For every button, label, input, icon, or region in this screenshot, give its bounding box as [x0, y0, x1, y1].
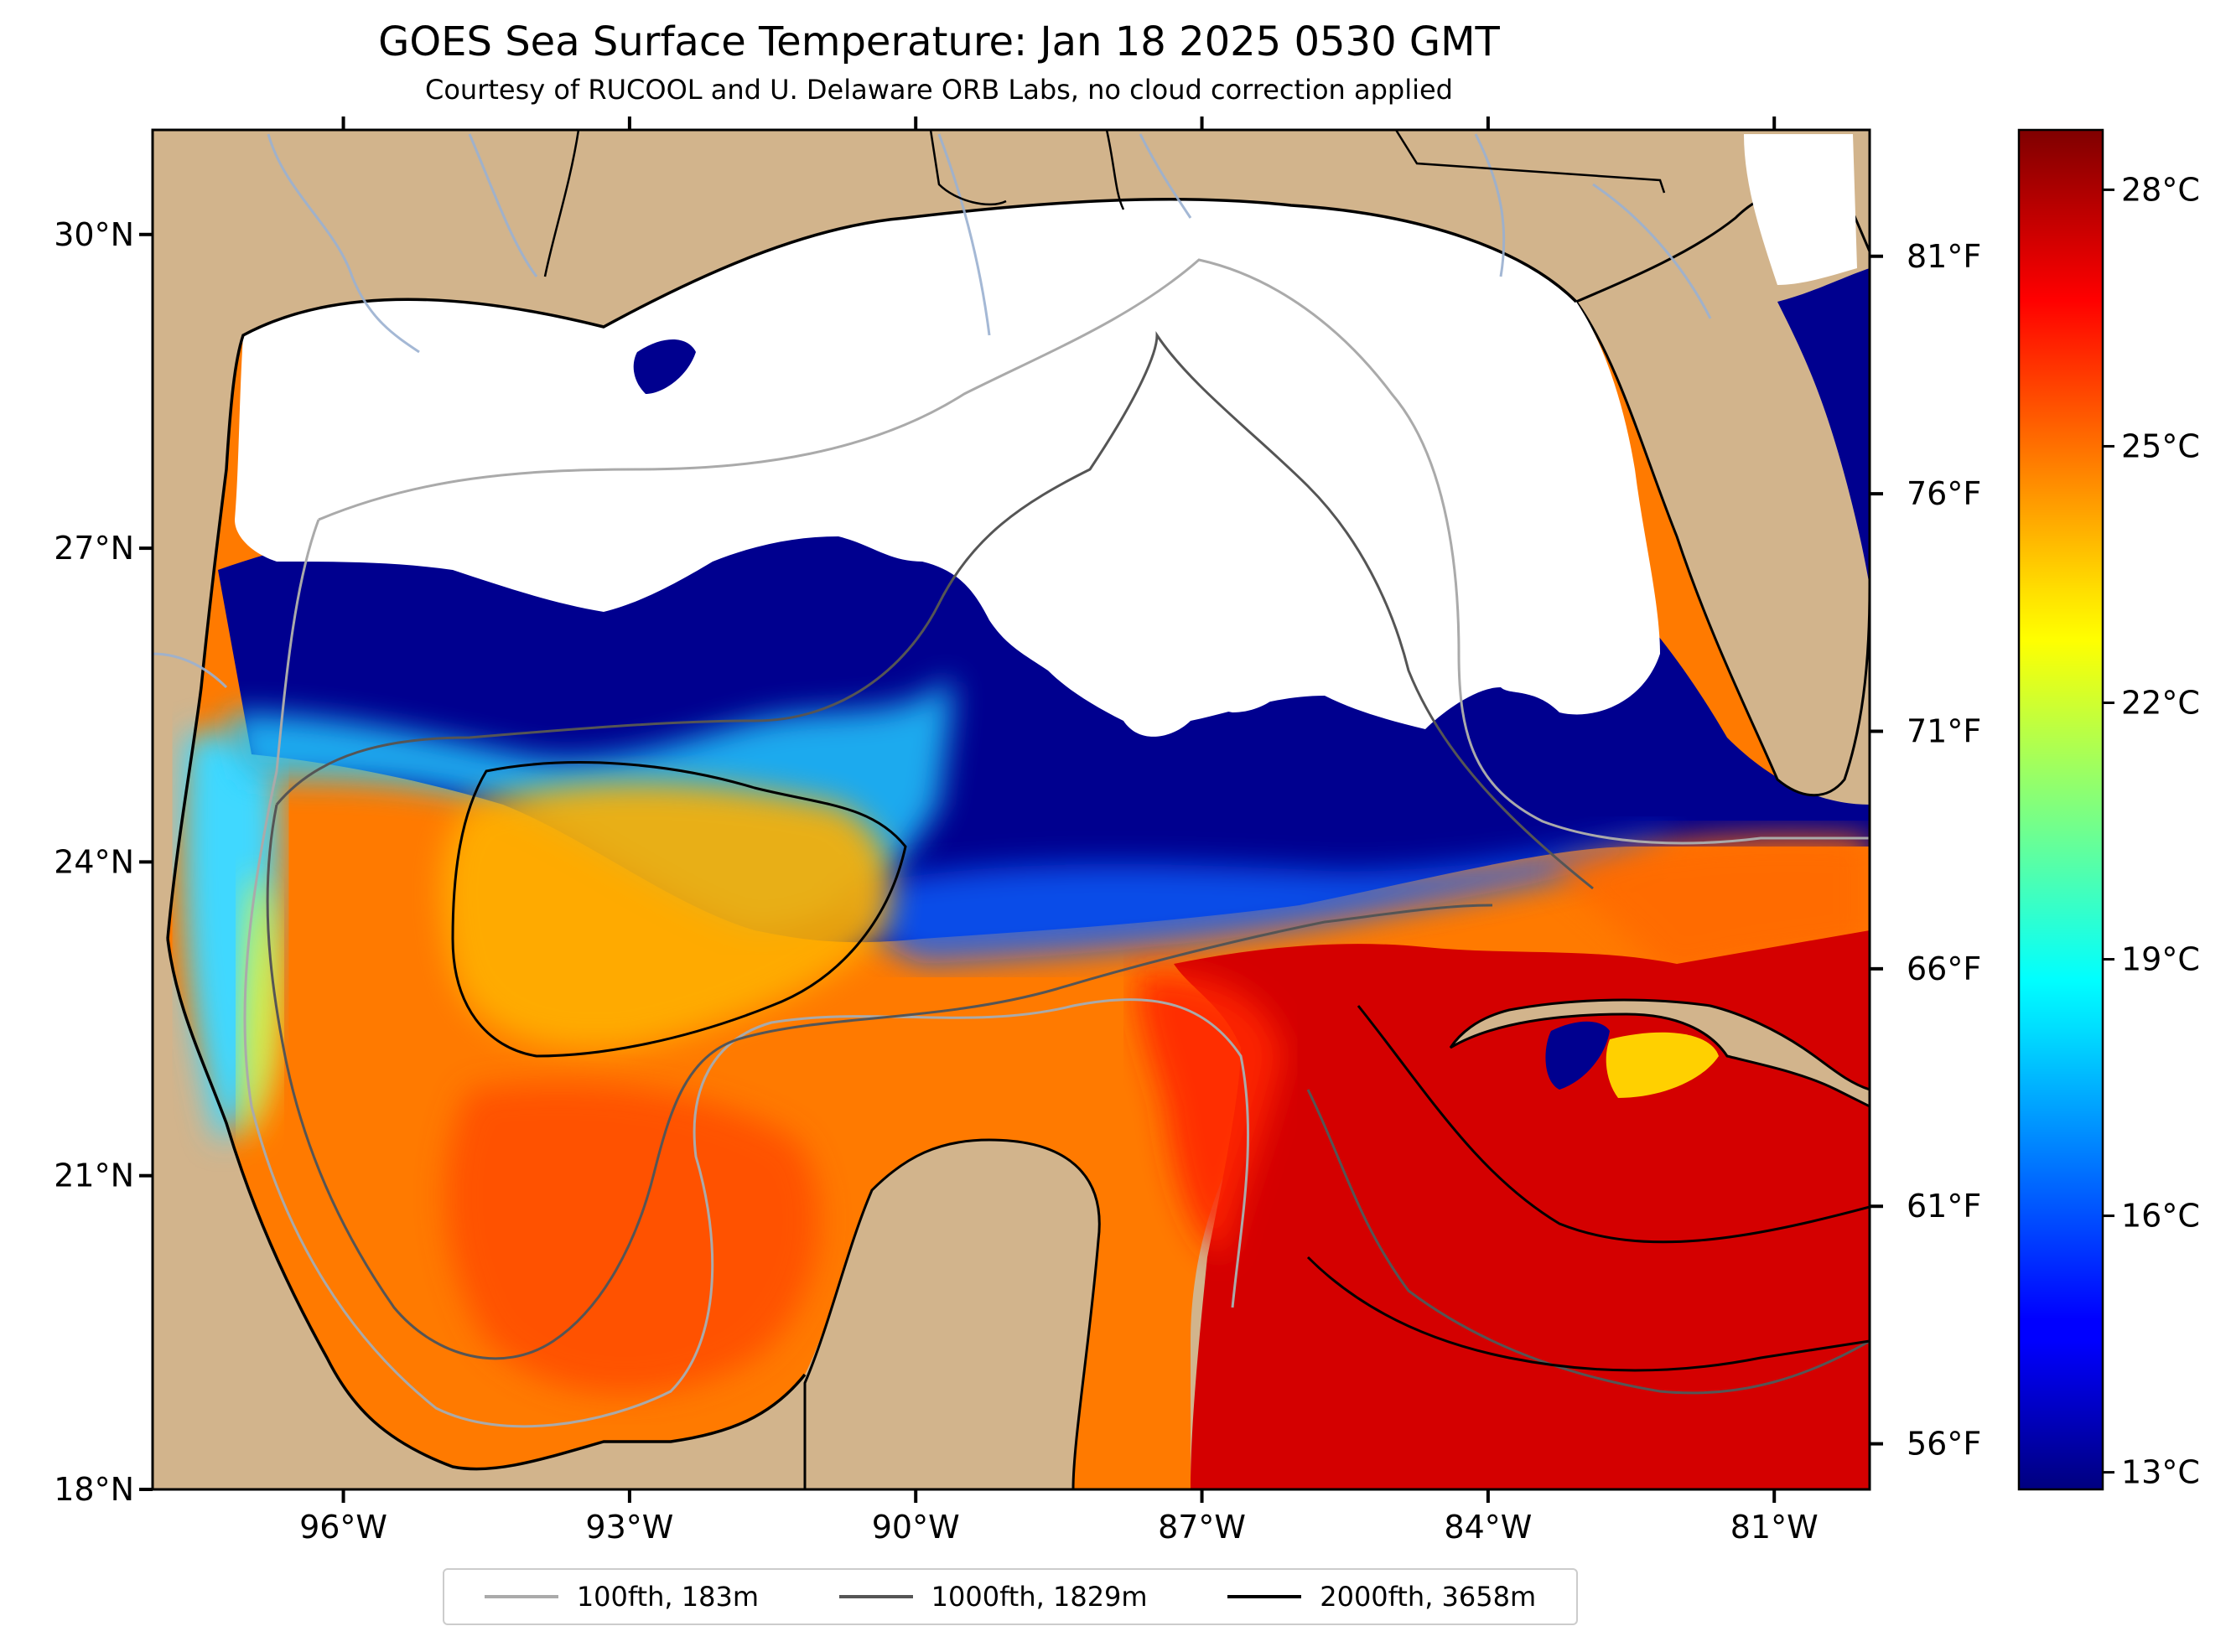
contour-2000fth — [451, 761, 907, 1058]
fahrenheit-axis: 81°F 76°F 71°F 66°F 61°F 56°F — [1870, 238, 1981, 1463]
map-area — [153, 130, 1870, 1489]
legend-item-1000fth: 1000fth, 1829m — [838, 1581, 1148, 1613]
contour-1000fth — [275, 331, 1594, 890]
fahrenheit-tick-label: 71°F — [1907, 712, 1981, 749]
lat-tick-label: 21°N — [54, 1157, 134, 1194]
cloud-patch-east — [1157, 546, 1310, 712]
contour-2000fth — [1306, 1256, 1870, 1372]
cold-patch-north-central — [633, 339, 696, 394]
legend-label-2000fth: 2000fth, 3658m — [1320, 1581, 1537, 1613]
map-subtitle: Courtesy of RUCOOL and U. Delaware ORB L… — [425, 74, 1453, 106]
lon-tick-label: 81°W — [1730, 1509, 1819, 1546]
river — [1592, 183, 1712, 319]
lon-tick-label: 84°W — [1444, 1509, 1532, 1546]
rivers — [153, 133, 1712, 689]
lat-tick-label: 27°N — [54, 530, 134, 567]
border-line — [1105, 130, 1125, 210]
legend-label-100fth: 100fth, 183m — [576, 1581, 760, 1613]
lat-tick-label: 30°N — [54, 216, 134, 253]
bathymetry-contours — [243, 258, 1870, 1428]
colorbar-gradient — [2017, 128, 2104, 1491]
lon-tick-label: 87°W — [1158, 1509, 1246, 1546]
cloud-mask — [235, 134, 1857, 737]
river — [1139, 133, 1192, 219]
state-borders — [543, 130, 1666, 277]
map-frame — [151, 128, 1871, 1491]
legend-item-2000fth: 2000fth, 3658m — [1227, 1581, 1536, 1613]
yucatan-channel-warm — [1138, 972, 1283, 1257]
cuba-shelf-warm-patch — [1606, 1032, 1719, 1098]
border-line — [929, 130, 1007, 206]
border-line — [1394, 130, 1666, 194]
map-title: GOES Sea Surface Temperature: Jan 18 202… — [378, 18, 1500, 65]
legend-swatch-1000fth — [838, 1595, 913, 1598]
contour-100fth — [243, 519, 1250, 1428]
fahrenheit-tick-label: 81°F — [1907, 238, 1981, 275]
northern-gulf-coastline — [166, 198, 1578, 940]
fahrenheit-tick-label: 66°F — [1907, 950, 1981, 987]
contour-1000fth — [1306, 1089, 1870, 1395]
contour-legend: 100fth, 183m 1000fth, 1829m 2000fth, 365… — [443, 1568, 1578, 1625]
colorbar: 28°C 25°C 22°C 19°C 16°C 13°C — [2017, 128, 2200, 1491]
lon-tick-label: 93°W — [585, 1509, 673, 1546]
colorbar-tick-label: 19°C — [2121, 941, 2200, 978]
fahrenheit-tick-label: 56°F — [1907, 1426, 1981, 1463]
river — [153, 652, 228, 689]
lat-tick-label: 18°N — [54, 1471, 134, 1508]
colorbar-tick-label: 28°C — [2121, 171, 2200, 208]
cuba-landmass — [1449, 998, 1870, 1108]
longitude-axis: 96°W 93°W 90°W 87°W 84°W 81°W — [299, 117, 1819, 1546]
border-line — [543, 130, 580, 277]
contour-100fth — [318, 258, 1870, 845]
lat-tick-label: 24°N — [54, 843, 134, 880]
mexico-coastline — [166, 938, 807, 1471]
contour-1000fth — [266, 804, 1493, 1360]
legend-swatch-100fth — [484, 1595, 558, 1598]
cuba-west-cold-patch — [1545, 1021, 1610, 1090]
colorbar-tick-label: 22°C — [2121, 684, 2200, 721]
colorbar-tick-label: 13°C — [2121, 1454, 2200, 1491]
fahrenheit-tick-label: 76°F — [1907, 475, 1981, 512]
river — [267, 133, 420, 354]
cloud-patch-florida — [1744, 134, 1857, 285]
colorbar-tick-label: 25°C — [2121, 427, 2200, 464]
legend-label-1000fth: 1000fth, 1829m — [931, 1581, 1148, 1613]
river — [468, 133, 538, 277]
river — [937, 133, 991, 336]
colorbar-tick-label: 16°C — [2121, 1198, 2200, 1235]
fahrenheit-tick-label: 61°F — [1907, 1188, 1981, 1225]
contour-2000fth — [1357, 1005, 1870, 1244]
lon-tick-label: 90°W — [872, 1509, 960, 1546]
transition-band-east — [838, 830, 1677, 964]
loop-current-warm — [441, 782, 892, 1049]
legend-item-100fth: 100fth, 183m — [484, 1581, 760, 1613]
legend-swatch-2000fth — [1227, 1595, 1302, 1598]
lon-tick-label: 96°W — [299, 1509, 387, 1546]
river — [1474, 133, 1506, 277]
florida-east-cold-water — [1777, 268, 1870, 587]
yucatan-landmass — [803, 1138, 1101, 1489]
latitude-axis: 30°N 27°N 24°N 21°N 18°N — [54, 216, 153, 1508]
colorbar-ticks: 28°C 25°C 22°C 19°C 16°C 13°C — [2103, 171, 2200, 1491]
